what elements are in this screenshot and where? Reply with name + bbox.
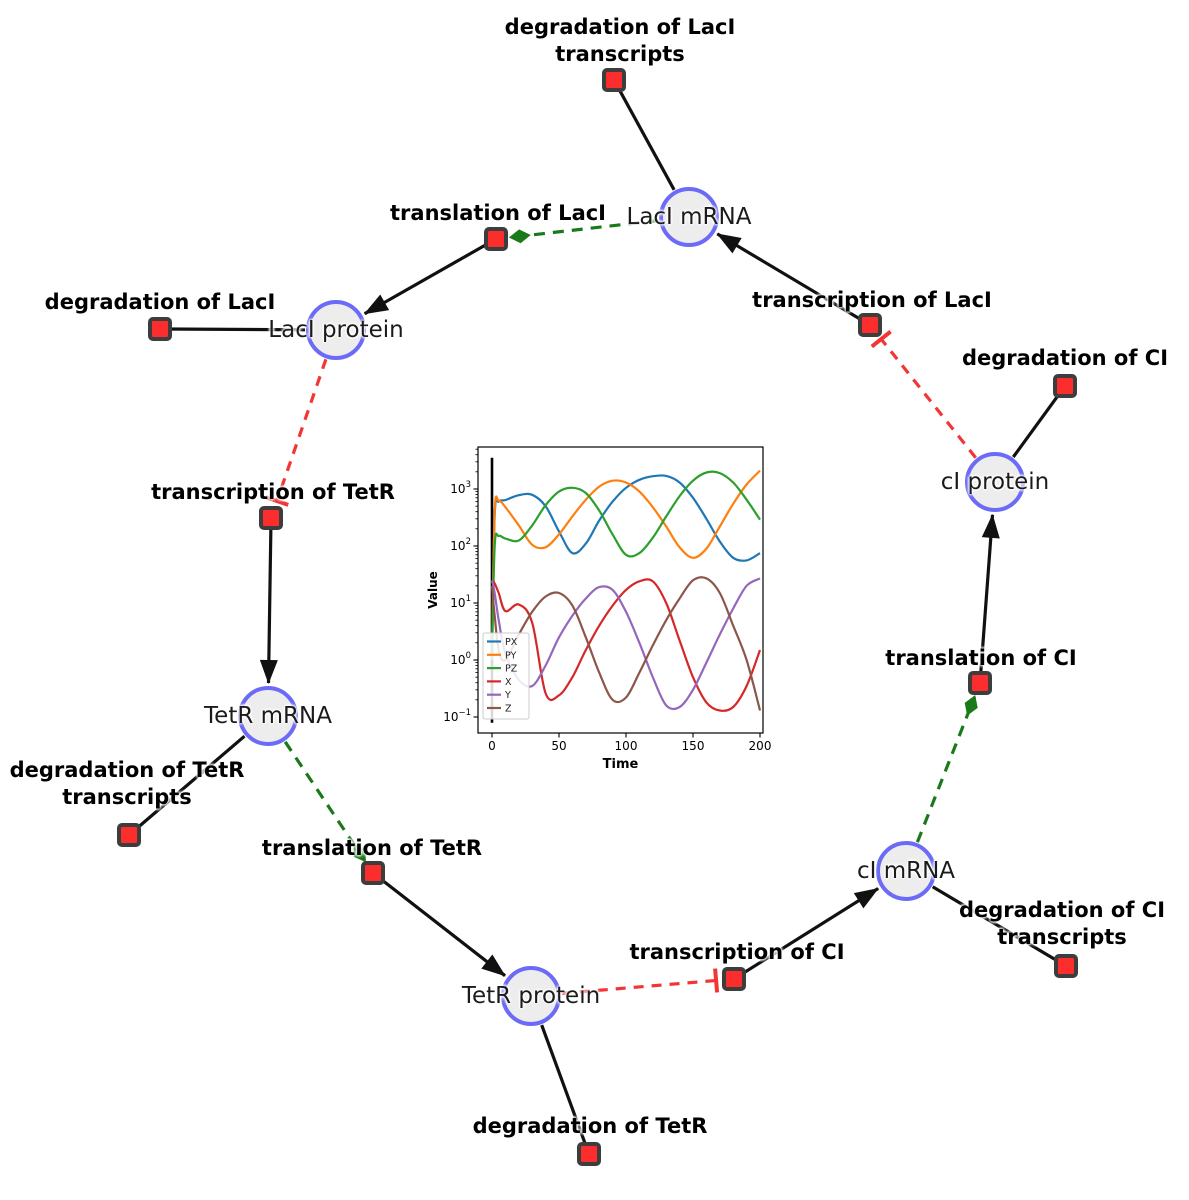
reaction-node-deg-ci-transcripts[interactable] [1054, 954, 1078, 978]
chart-legend: PX PY PZ XYZ [482, 632, 530, 720]
chart-frame [477, 446, 764, 734]
reaction-node-translation-tetr[interactable] [361, 861, 385, 885]
edge-consumption-tetr-protein-to-deg-tetr [540, 1024, 589, 1149]
chart-y-tick-label: 102 [450, 537, 471, 553]
chart-series-PY [490, 469, 761, 661]
edge-inhibition-laci-protein-to-transcription-tetr [264, 358, 328, 507]
reaction-label-translation-laci: translation of LacI [390, 201, 606, 225]
chart-x-tick-label: 100 [615, 739, 638, 753]
chart-x-tick-label: 150 [682, 739, 705, 753]
species-node-laci-mrna[interactable] [659, 187, 719, 247]
chart-x-tick-label: 0 [488, 739, 496, 753]
species-node-tetr-mrna[interactable] [238, 686, 298, 746]
chart-y-axis-label: Value [426, 571, 440, 609]
svg-text:X: X [505, 677, 512, 688]
species-node-laci-protein[interactable] [306, 300, 366, 360]
svg-text:PZ: PZ [505, 664, 518, 675]
reaction-label-translation-tetr: translation of TetR [261, 836, 483, 860]
reaction-label-transcription-ci: transcription of CI [629, 940, 845, 964]
chart-series-X [491, 578, 762, 712]
species-node-tetr-protein[interactable] [501, 966, 561, 1026]
edge-production-transcription-laci-to-laci-mrna [716, 232, 864, 323]
reaction-node-deg-tetr-transcripts[interactable] [117, 823, 141, 847]
species-node-ci-protein[interactable] [965, 452, 1025, 512]
reaction-label-deg-tetr: degradation of TetR [472, 1114, 708, 1138]
chart-y-tick-label: 103 [450, 480, 471, 496]
edge-inhibition-tetr-protein-to-transcription-ci [561, 968, 720, 995]
edge-consumption-laci-mrna-to-deg-laci-transcripts [615, 84, 676, 191]
chart-series-Z [490, 576, 762, 711]
svg-text:Y: Y [504, 690, 511, 701]
reaction-node-deg-laci[interactable] [148, 317, 172, 341]
chart-series-PX [490, 474, 761, 661]
reaction-node-translation-laci[interactable] [484, 227, 508, 251]
reaction-label-transcription-tetr: transcription of TetR [151, 480, 395, 504]
chart-x-axis-label: Time [603, 757, 639, 769]
svg-text:Z: Z [505, 704, 512, 715]
reaction-node-transcription-laci[interactable] [858, 313, 882, 337]
edge-consumption-laci-protein-to-deg-laci [165, 327, 306, 332]
edge-catalysis-tetr-mrna-to-translation-tetr [283, 740, 367, 863]
reaction-label-deg-tetr-transcripts: degradation of TetR transcripts [9, 758, 245, 809]
reaction-label-translation-ci: translation of CI [885, 646, 1077, 670]
reaction-node-translation-ci[interactable] [968, 671, 992, 695]
chart-y-tick-label: 100 [450, 651, 471, 667]
chart-x-tick-label: 50 [551, 739, 566, 753]
edge-production-transcription-ci-to-ci-mrna [739, 887, 879, 977]
edge-catalysis-ci-mrna-to-translation-ci [915, 695, 978, 843]
edge-consumption-ci-mrna-to-deg-ci-transcripts [931, 885, 1062, 965]
edge-production-translation-laci-to-laci-protein [363, 241, 490, 316]
reaction-label-deg-ci-transcripts: degradation of CI transcripts [958, 898, 1166, 949]
chart-y-tick-label: 10−1 [443, 708, 471, 724]
chart-x-tick-label: 200 [749, 739, 772, 753]
edge-production-transcription-tetr-to-tetr-mrna [259, 525, 278, 684]
svg-text:PX: PX [505, 637, 518, 648]
edge-production-translation-ci-to-ci-protein [979, 513, 1000, 676]
reaction-node-deg-tetr[interactable] [577, 1142, 601, 1166]
chart-background [425, 437, 773, 769]
reaction-node-transcription-tetr[interactable] [259, 506, 283, 530]
reaction-label-deg-ci: degradation of CI [961, 346, 1169, 370]
reaction-node-deg-laci-transcripts[interactable] [602, 68, 626, 92]
edge-consumption-tetr-mrna-to-deg-tetr-transcripts [132, 734, 246, 833]
reaction-label-deg-laci: degradation of LacI [44, 290, 276, 314]
chart-series-PZ [490, 470, 761, 661]
edge-inhibition-ci-protein-to-transcription-laci [870, 330, 977, 459]
edge-consumption-ci-protein-to-deg-ci [1012, 389, 1063, 458]
reaction-label-transcription-laci: transcription of LacI [752, 288, 992, 312]
svg-text:PY: PY [505, 650, 517, 661]
edge-production-translation-tetr-to-tetr-protein [378, 876, 506, 977]
reaction-label-deg-laci-transcripts: degradation of LacI transcripts [504, 15, 736, 66]
reaction-node-transcription-ci[interactable] [722, 967, 746, 991]
species-node-ci-mrna[interactable] [876, 841, 936, 901]
reaction-node-deg-ci[interactable] [1053, 374, 1077, 398]
chart-series-Y [490, 577, 761, 711]
chart-y-tick-label: 101 [450, 594, 471, 610]
edge-catalysis-laci-mrna-to-translation-laci [508, 218, 659, 244]
timeseries-inset-chart: 0 50 100 150 200 10−1 100 101 102 103 PX PY PZ XYZ Ti… [425, 437, 773, 769]
